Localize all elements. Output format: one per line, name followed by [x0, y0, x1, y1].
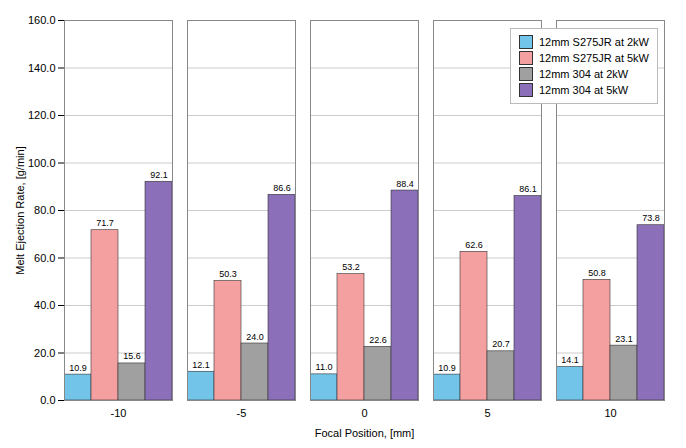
svg-text:Melt Ejection Rate, [g/min]: Melt Ejection Rate, [g/min] [14, 146, 26, 274]
svg-text:120.0: 120.0 [28, 109, 56, 121]
svg-text:12.1: 12.1 [192, 360, 210, 370]
svg-text:62.6: 62.6 [465, 240, 483, 250]
svg-text:-5: -5 [237, 407, 247, 419]
svg-text:0.0: 0.0 [40, 394, 55, 406]
svg-text:86.6: 86.6 [273, 183, 291, 193]
html-text:12mm S275JR at 5kW: 12mm S275JR at 5kW [539, 52, 649, 64]
svg-text:23.1: 23.1 [615, 334, 633, 344]
svg-text:100.0: 100.0 [28, 157, 56, 169]
svg-text:80.0: 80.0 [34, 204, 55, 216]
svg-text:40.0: 40.0 [34, 299, 55, 311]
html-text:12mm S275JR at 2kW: 12mm S275JR at 2kW [539, 36, 649, 48]
svg-text:14.1: 14.1 [561, 355, 579, 365]
html-text:12mm 304 at 5kW: 12mm 304 at 5kW [539, 84, 629, 96]
svg-text:60.0: 60.0 [34, 252, 55, 264]
html-text:12mm 304 at 2kW: 12mm 304 at 2kW [539, 68, 629, 80]
svg-text:24.0: 24.0 [246, 332, 264, 342]
svg-text:71.7: 71.7 [96, 218, 114, 228]
svg-text:10.9: 10.9 [438, 363, 456, 373]
svg-text:92.1: 92.1 [150, 170, 168, 180]
svg-text:10: 10 [604, 407, 616, 419]
svg-text:11.0: 11.0 [316, 362, 333, 372]
svg-text:73.8: 73.8 [642, 213, 660, 223]
svg-text:88.4: 88.4 [396, 179, 414, 189]
svg-text:10.9: 10.9 [69, 363, 87, 373]
svg-text:Focal Position, [mm]: Focal Position, [mm] [315, 427, 415, 439]
svg-text:160.0: 160.0 [28, 14, 56, 26]
svg-text:22.6: 22.6 [369, 335, 387, 345]
svg-text:140.0: 140.0 [28, 62, 56, 74]
svg-text:5: 5 [484, 407, 490, 419]
svg-text:50.8: 50.8 [588, 268, 606, 278]
svg-text:-10: -10 [111, 407, 127, 419]
svg-text:53.2: 53.2 [342, 262, 360, 272]
svg-text:20.0: 20.0 [34, 347, 55, 359]
svg-text:0: 0 [361, 407, 367, 419]
svg-text:86.1: 86.1 [519, 184, 537, 194]
svg-text:50.3: 50.3 [219, 269, 237, 279]
svg-text:20.7: 20.7 [492, 339, 510, 349]
svg-text:15.6: 15.6 [123, 351, 141, 361]
